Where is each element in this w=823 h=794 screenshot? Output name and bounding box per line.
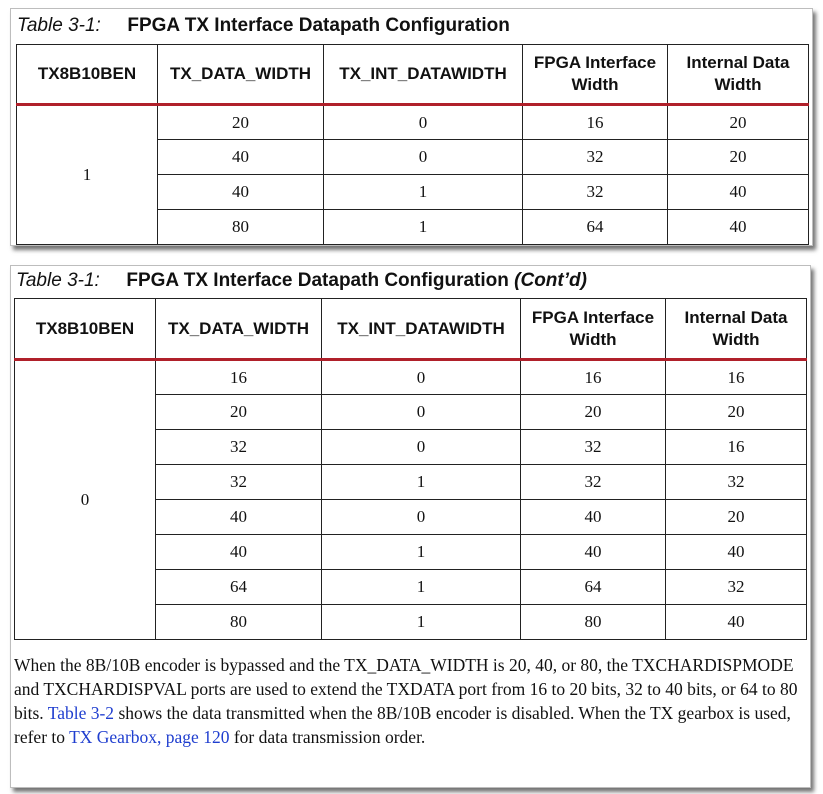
caption-number: Table 3-1: bbox=[16, 270, 100, 291]
table-row: 0 16 0 16 16 bbox=[14, 359, 807, 640]
table-cell: 40 bbox=[667, 174, 809, 210]
caption-continued: (Cont’d) bbox=[514, 270, 587, 291]
table-cell: 0 bbox=[321, 359, 521, 395]
table-cell: 1 bbox=[321, 464, 521, 500]
table-cell: 1 bbox=[321, 534, 521, 570]
table-cell: 20 bbox=[667, 104, 809, 140]
caption-title: FPGA TX Interface Datapath Configuration bbox=[127, 15, 510, 36]
table-row: 80 1 80 40 bbox=[15, 604, 807, 640]
table-cell: 20 bbox=[667, 139, 809, 175]
table-cell: 64 bbox=[520, 569, 666, 605]
tx8b10ben-cell: 1 bbox=[16, 104, 158, 245]
column-header: TX_DATA_WIDTH bbox=[155, 298, 322, 361]
column-header: TX8B10BEN bbox=[16, 44, 158, 106]
tx8b10ben-cell: 0 bbox=[14, 359, 156, 640]
table-cell: 0 bbox=[321, 499, 521, 535]
table-cell: 16 bbox=[522, 104, 668, 140]
table-cell: 0 bbox=[323, 104, 523, 140]
datapath-table: TX8B10BEN TX_DATA_WIDTH TX_INT_DATAWIDTH… bbox=[16, 44, 809, 245]
table-cell: 40 bbox=[520, 534, 666, 570]
column-header: Internal Data Width bbox=[667, 44, 809, 106]
table-cell: 1 bbox=[321, 604, 521, 640]
table-cell: 32 bbox=[665, 464, 807, 500]
column-header: TX_INT_DATAWIDTH bbox=[321, 298, 521, 361]
column-header: TX8B10BEN bbox=[14, 298, 156, 361]
table-cell: 20 bbox=[665, 499, 807, 535]
table-cell: 0 bbox=[321, 429, 521, 465]
table-row: 20 0 20 20 bbox=[15, 394, 807, 430]
table-cell: 1 bbox=[323, 174, 523, 210]
header-row: TX8B10BEN TX_DATA_WIDTH TX_INT_DATAWIDTH… bbox=[16, 44, 809, 106]
table-frame-bottom: Table 3-1: FPGA TX Interface Datapath Co… bbox=[10, 265, 811, 788]
table-cell: 40 bbox=[155, 499, 322, 535]
caption-title: FPGA TX Interface Datapath Configuration bbox=[126, 270, 509, 291]
table-cell: 1 bbox=[321, 569, 521, 605]
header-row: TX8B10BEN TX_DATA_WIDTH TX_INT_DATAWIDTH… bbox=[14, 298, 807, 361]
table-cell: 40 bbox=[155, 534, 322, 570]
table-cell: 40 bbox=[665, 534, 807, 570]
column-header: TX_INT_DATAWIDTH bbox=[323, 44, 523, 106]
table-cell: 0 bbox=[323, 139, 523, 175]
table-caption: Table 3-1: FPGA TX Interface Datapath Co… bbox=[16, 270, 587, 292]
caption-number: Table 3-1: bbox=[17, 15, 101, 36]
table-3-2-link[interactable]: Table 3-2 bbox=[47, 703, 115, 723]
table-cell: 80 bbox=[155, 604, 322, 640]
table-cell: 40 bbox=[520, 499, 666, 535]
table-cell: 80 bbox=[520, 604, 666, 640]
body-paragraph: When the 8B/10B encoder is bypassed and … bbox=[14, 653, 806, 749]
paragraph-text: When the 8B/10B encoder is bypassed and … bbox=[14, 655, 798, 723]
table-cell: 16 bbox=[665, 429, 807, 465]
table-row: 1 20 0 16 20 bbox=[16, 104, 809, 245]
table-row: 40 0 40 20 bbox=[15, 499, 807, 535]
table-cell: 0 bbox=[321, 394, 521, 430]
column-header: FPGA Interface Width bbox=[522, 44, 668, 106]
table-row: 32 1 32 32 bbox=[15, 464, 807, 500]
table-cell: 40 bbox=[157, 139, 324, 175]
table-row: 80 1 64 40 bbox=[17, 209, 809, 245]
table-cell: 16 bbox=[155, 359, 322, 395]
table-cell: 32 bbox=[155, 464, 322, 500]
table-cell: 32 bbox=[522, 139, 668, 175]
table-cell: 40 bbox=[157, 174, 324, 210]
table-frame-top: Table 3-1: FPGA TX Interface Datapath Co… bbox=[10, 8, 813, 246]
table-cell: 32 bbox=[522, 174, 668, 210]
table-row: 64 1 64 32 bbox=[15, 569, 807, 605]
table-row: 32 0 32 16 bbox=[15, 429, 807, 465]
table-cell: 32 bbox=[155, 429, 322, 465]
table-cell: 80 bbox=[157, 209, 324, 245]
table-cell: 16 bbox=[520, 359, 666, 395]
table-cell: 1 bbox=[323, 209, 523, 245]
table-cell: 16 bbox=[665, 359, 807, 395]
table-cell: 40 bbox=[665, 604, 807, 640]
column-header: TX_DATA_WIDTH bbox=[157, 44, 324, 106]
paragraph-text: shows the data transmitted when the 8B/1… bbox=[14, 703, 791, 747]
column-header: FPGA Interface Width bbox=[520, 298, 666, 361]
column-header: Internal Data Width bbox=[665, 298, 807, 361]
table-row: 40 1 40 40 bbox=[15, 534, 807, 570]
table-cell: 32 bbox=[520, 429, 666, 465]
table-cell: 64 bbox=[522, 209, 668, 245]
table-cell: 32 bbox=[520, 464, 666, 500]
table-cell: 20 bbox=[520, 394, 666, 430]
table-cell: 20 bbox=[157, 104, 324, 140]
table-row: 40 1 32 40 bbox=[17, 174, 809, 210]
datapath-table-continued: TX8B10BEN TX_DATA_WIDTH TX_INT_DATAWIDTH… bbox=[14, 298, 807, 640]
paragraph-text: for data transmission order. bbox=[233, 727, 426, 747]
table-cell: 32 bbox=[665, 569, 807, 605]
table-caption: Table 3-1: FPGA TX Interface Datapath Co… bbox=[17, 15, 510, 37]
table-cell: 64 bbox=[155, 569, 322, 605]
table-cell: 20 bbox=[665, 394, 807, 430]
table-cell: 40 bbox=[667, 209, 809, 245]
table-cell: 20 bbox=[155, 394, 322, 430]
tx-gearbox-link[interactable]: TX Gearbox, page 120 bbox=[69, 727, 230, 747]
